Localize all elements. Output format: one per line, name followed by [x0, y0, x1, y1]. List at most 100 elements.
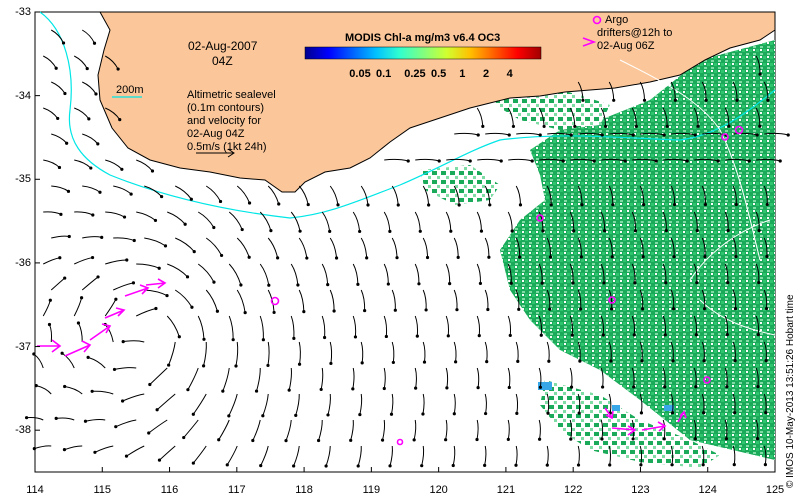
- velocity-vector-head: [518, 203, 523, 207]
- velocity-vector: [114, 367, 137, 370]
- velocity-vector-head: [758, 72, 762, 76]
- velocity-vector: [694, 158, 719, 162]
- velocity-vector: [577, 289, 582, 310]
- velocity-vector: [662, 367, 666, 387]
- velocity-vector: [452, 445, 456, 466]
- velocity-vector-head: [663, 333, 667, 337]
- velocity-vector: [670, 185, 676, 205]
- velocity-vector: [725, 158, 750, 162]
- velocity-vector: [350, 419, 354, 441]
- velocity-vector-head: [239, 283, 243, 287]
- velocity-vector: [360, 289, 366, 311]
- velocity-vector: [608, 341, 612, 362]
- velocity-vector-head: [98, 190, 102, 194]
- velocity-vector-head: [336, 203, 340, 207]
- chl-patch-mid: [420, 165, 500, 205]
- velocity-vector-head: [121, 340, 125, 344]
- velocity-vector: [352, 211, 361, 232]
- velocity-vector-head: [153, 218, 158, 223]
- velocity-vector: [383, 263, 389, 285]
- velocity-vector-head: [601, 333, 605, 337]
- velocity-vector: [236, 237, 250, 258]
- velocity-vector-head: [305, 256, 309, 260]
- velocity-vector: [422, 289, 427, 310]
- velocity-vector-head: [154, 306, 158, 311]
- velocity-vector-head: [580, 203, 584, 207]
- velocity-vector: [477, 158, 502, 162]
- velocity-vector-head: [120, 399, 125, 403]
- velocity-vector-head: [277, 202, 281, 206]
- sealevel-note-line: 02-Aug 04Z: [187, 128, 245, 140]
- velocity-vector: [639, 81, 646, 101]
- velocity-vector-head: [445, 386, 449, 390]
- velocity-vector-head: [85, 66, 89, 71]
- argo-trajectory: [64, 340, 92, 357]
- velocity-vector-head: [507, 133, 511, 137]
- velocity-vector-head: [59, 212, 63, 216]
- velocity-vector-head: [642, 98, 647, 102]
- velocity-vector-head: [665, 124, 669, 128]
- argo-drifters: [37, 15, 744, 446]
- velocity-vector: [218, 419, 230, 441]
- velocity-vector: [359, 393, 363, 415]
- velocity-vector-head: [735, 98, 739, 102]
- argo-float-marker: [396, 438, 404, 446]
- sealevel-note-line: 0.5m/s (1kt 24h): [187, 141, 267, 153]
- velocity-vector: [320, 367, 324, 390]
- longitude-tick-label: 122: [563, 484, 583, 496]
- velocity-vector: [92, 390, 114, 395]
- velocity-vector: [515, 289, 520, 310]
- velocity-vector: [577, 185, 583, 205]
- velocity-vector: [454, 132, 479, 136]
- velocity-vector-head: [733, 307, 738, 311]
- velocity-vector-head: [177, 335, 181, 339]
- velocity-vector-head: [603, 124, 608, 129]
- velocity-vector: [222, 367, 230, 392]
- velocity-vector-head: [602, 229, 607, 233]
- velocity-vector: [507, 367, 511, 388]
- velocity-vector: [538, 367, 542, 388]
- velocity-vector-head: [129, 192, 133, 196]
- velocity-vector-head: [548, 255, 553, 259]
- velocity-vector: [167, 263, 188, 278]
- velocity-vector-head: [601, 385, 605, 389]
- velocity-vector-head: [191, 412, 195, 416]
- velocity-vector: [391, 185, 399, 206]
- velocity-vector-head: [640, 359, 644, 363]
- velocity-vector-head: [756, 332, 760, 337]
- velocity-vector-head: [538, 385, 542, 389]
- velocity-vector-head: [757, 280, 761, 285]
- velocity-vector: [484, 289, 489, 310]
- velocity-vector: [174, 289, 193, 308]
- velocity-vector: [701, 81, 707, 101]
- velocity-vector: [484, 185, 491, 205]
- velocity-vector-head: [670, 411, 675, 415]
- velocity-vector-head: [60, 351, 64, 355]
- velocity-vector: [445, 419, 448, 440]
- velocity-vector: [763, 237, 768, 257]
- argo-float-marker: [608, 296, 616, 304]
- velocity-vector: [639, 445, 643, 465]
- velocity-vector-head: [353, 335, 358, 339]
- velocity-vector-head: [476, 386, 480, 390]
- velocity-vector: [228, 393, 238, 417]
- velocity-vector-head: [726, 228, 730, 233]
- velocity-vector: [445, 263, 451, 284]
- velocity-vector: [662, 419, 666, 439]
- velocity-vector-head: [47, 322, 52, 327]
- velocity-vector: [546, 445, 549, 466]
- velocity-vector-head: [446, 334, 450, 338]
- velocity-vector: [693, 419, 697, 439]
- argo-legend-line: Argo: [605, 14, 629, 26]
- velocity-vector-head: [561, 159, 565, 163]
- velocity-vector-head: [326, 413, 330, 417]
- velocity-vector-head: [297, 362, 302, 366]
- longitude-tick-label: 117: [228, 484, 246, 496]
- velocity-vector: [569, 419, 573, 440]
- velocity-vector: [56, 417, 75, 421]
- velocity-vector: [197, 211, 215, 228]
- argo-legend-arrow: [582, 37, 597, 47]
- velocity-vector: [476, 315, 481, 336]
- velocity-vector: [662, 263, 667, 283]
- velocity-vector: [61, 352, 75, 369]
